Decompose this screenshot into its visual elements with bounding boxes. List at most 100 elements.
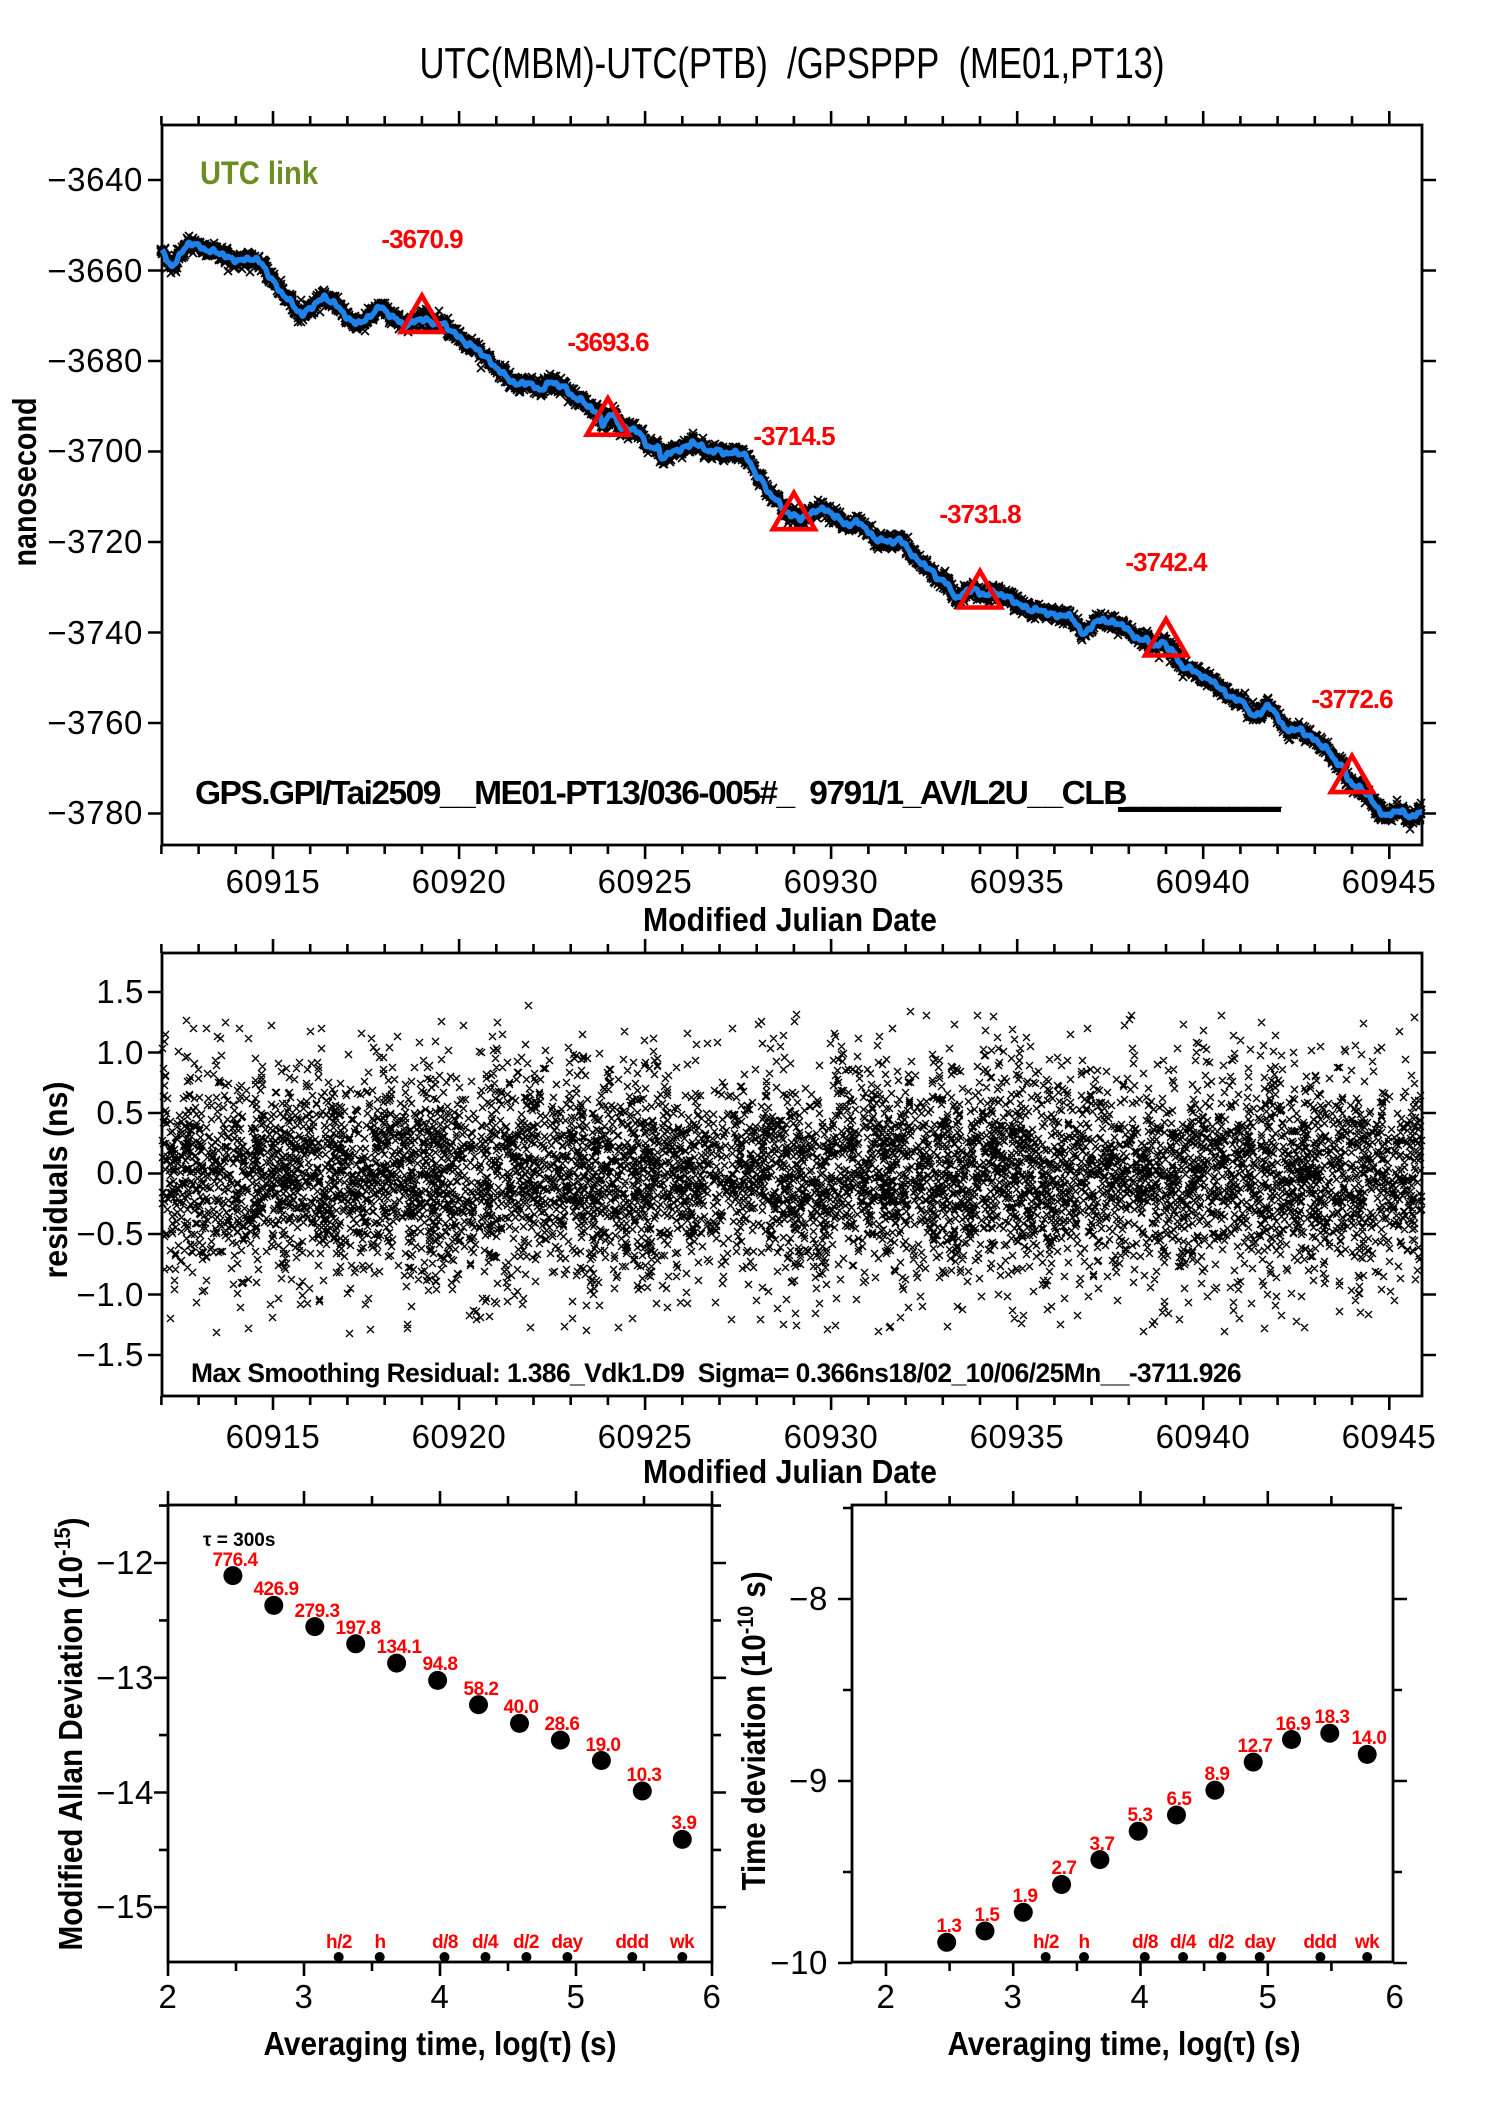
svg-text:nanosecond: nanosecond — [6, 398, 43, 567]
svg-text:14.0: 14.0 — [1352, 1728, 1387, 1749]
svg-text:Modified Julian Date: Modified Julian Date — [643, 901, 937, 938]
svg-text:3.9: 3.9 — [672, 1813, 697, 1834]
svg-text:−13: −13 — [96, 1659, 154, 1696]
svg-text:−3680: −3680 — [47, 342, 143, 379]
svg-text:ddd: ddd — [615, 1932, 648, 1953]
svg-text:134.1: 134.1 — [376, 1637, 422, 1658]
svg-text:58.2: 58.2 — [464, 1679, 499, 1700]
svg-text:60920: 60920 — [412, 863, 507, 900]
svg-text:d/2: d/2 — [1208, 1932, 1234, 1953]
svg-text:d/8: d/8 — [432, 1932, 458, 1953]
svg-text:60915: 60915 — [226, 863, 321, 900]
svg-text:40.0: 40.0 — [504, 1697, 539, 1718]
svg-text:−1.5: −1.5 — [76, 1336, 144, 1373]
svg-text:−0.5: −0.5 — [76, 1215, 144, 1252]
svg-text:−3720: −3720 — [47, 523, 143, 560]
svg-text:−3760: −3760 — [47, 704, 143, 741]
svg-text:-3693.6: -3693.6 — [567, 327, 649, 357]
svg-text:d/4: d/4 — [1170, 1932, 1197, 1953]
svg-text:3: 3 — [295, 1978, 314, 2015]
svg-text:10.3: 10.3 — [627, 1765, 662, 1786]
svg-text:−1.0: −1.0 — [76, 1276, 144, 1313]
svg-text:60925: 60925 — [598, 863, 693, 900]
svg-text:residuals (ns): residuals (ns) — [37, 1082, 74, 1279]
svg-text:4: 4 — [431, 1978, 450, 2015]
svg-text:0.5: 0.5 — [96, 1094, 144, 1131]
svg-text:60915: 60915 — [226, 1418, 321, 1455]
svg-text:19.0: 19.0 — [586, 1735, 621, 1756]
svg-text:4: 4 — [1131, 1978, 1150, 2015]
svg-text:5.3: 5.3 — [1128, 1805, 1153, 1826]
svg-text:d/2: d/2 — [513, 1932, 539, 1953]
svg-text:6: 6 — [1386, 1978, 1405, 2015]
svg-text:Modified Julian Date: Modified Julian Date — [643, 1453, 937, 1490]
svg-text:GPS.GPI/Tai2509__ME01-PT13/036: GPS.GPI/Tai2509__ME01-PT13/036-005#_ 979… — [195, 774, 1282, 811]
svg-text:−14: −14 — [96, 1774, 154, 1811]
svg-text:UTC link: UTC link — [200, 155, 318, 191]
svg-text:−3780: −3780 — [47, 794, 143, 831]
svg-text:279.3: 279.3 — [294, 1601, 339, 1622]
svg-text:−12: −12 — [96, 1544, 154, 1581]
svg-text:12.7: 12.7 — [1238, 1736, 1273, 1757]
svg-text:6: 6 — [703, 1978, 722, 2015]
svg-text:2: 2 — [877, 1978, 896, 2015]
svg-text:60945: 60945 — [1342, 863, 1437, 900]
svg-text:426.9: 426.9 — [253, 1579, 298, 1600]
svg-text:16.9: 16.9 — [1276, 1714, 1311, 1735]
svg-text:Max Smoothing Residual: 1.386_: Max Smoothing Residual: 1.386_Vdk1.D9 Si… — [191, 1358, 1242, 1388]
svg-text:1.5: 1.5 — [96, 973, 144, 1010]
svg-text:day: day — [1244, 1932, 1276, 1953]
svg-text:-3772.6: -3772.6 — [1311, 684, 1393, 714]
svg-text:−3660: −3660 — [47, 252, 143, 289]
svg-text:-3731.8: -3731.8 — [939, 499, 1021, 529]
svg-text:h/2: h/2 — [1033, 1932, 1059, 1953]
svg-text:5: 5 — [1259, 1978, 1278, 2015]
svg-text:τ = 300s: τ = 300s — [203, 1530, 275, 1551]
svg-text:−9: −9 — [789, 1762, 828, 1799]
svg-text:1.3: 1.3 — [937, 1916, 962, 1937]
svg-text:18.3: 18.3 — [1315, 1707, 1350, 1728]
svg-text:60945: 60945 — [1342, 1418, 1437, 1455]
svg-text:60930: 60930 — [784, 863, 879, 900]
svg-text:28.6: 28.6 — [545, 1714, 580, 1735]
svg-text:60940: 60940 — [1156, 1418, 1251, 1455]
svg-text:6.5: 6.5 — [1167, 1789, 1193, 1810]
svg-text:d/8: d/8 — [1132, 1932, 1158, 1953]
svg-text:UTC(MBM)-UTC(PTB) /GPSPPP (M: UTC(MBM)-UTC(PTB) /GPSPPP (ME01,PT13) — [420, 39, 1165, 88]
svg-text:-3742.4: -3742.4 — [1125, 547, 1208, 577]
svg-text:94.8: 94.8 — [423, 1654, 458, 1675]
svg-text:Modified Allan Deviation (10-1: Modified Allan Deviation (10-15) — [50, 1518, 90, 1951]
svg-text:776.4: 776.4 — [212, 1550, 258, 1571]
svg-text:5: 5 — [567, 1978, 586, 2015]
svg-text:ddd: ddd — [1303, 1932, 1336, 1953]
svg-text:0.0: 0.0 — [96, 1154, 144, 1191]
svg-text:-3714.5: -3714.5 — [753, 421, 835, 451]
svg-text:−3740: −3740 — [47, 614, 143, 651]
svg-text:3: 3 — [1004, 1978, 1023, 2015]
svg-text:1.0: 1.0 — [96, 1034, 144, 1071]
svg-text:1.9: 1.9 — [1013, 1886, 1038, 1907]
svg-text:Averaging time, log(τ) (s): Averaging time, log(τ) (s) — [264, 2025, 617, 2062]
svg-text:−3640: −3640 — [47, 161, 143, 198]
svg-text:60940: 60940 — [1156, 863, 1251, 900]
svg-text:60930: 60930 — [784, 1418, 879, 1455]
svg-text:−8: −8 — [789, 1580, 828, 1617]
svg-text:60935: 60935 — [970, 1418, 1065, 1455]
svg-text:60925: 60925 — [598, 1418, 693, 1455]
svg-text:Averaging time, log(τ) (s): Averaging time, log(τ) (s) — [948, 2025, 1301, 2062]
svg-text:d/4: d/4 — [472, 1932, 499, 1953]
svg-text:2.7: 2.7 — [1052, 1858, 1077, 1879]
svg-text:-3670.9: -3670.9 — [381, 224, 463, 254]
svg-text:day: day — [551, 1932, 583, 1953]
svg-text:3.7: 3.7 — [1090, 1834, 1115, 1855]
svg-text:60920: 60920 — [412, 1418, 507, 1455]
svg-text:wk: wk — [1354, 1932, 1380, 1953]
svg-text:h: h — [374, 1932, 385, 1953]
svg-text:−10: −10 — [770, 1944, 828, 1981]
svg-text:2: 2 — [159, 1978, 178, 2015]
svg-text:60935: 60935 — [970, 863, 1065, 900]
svg-text:8.9: 8.9 — [1205, 1764, 1230, 1785]
svg-text:−3700: −3700 — [47, 432, 143, 469]
svg-text:h: h — [1078, 1932, 1089, 1953]
svg-text:−15: −15 — [96, 1888, 154, 1925]
